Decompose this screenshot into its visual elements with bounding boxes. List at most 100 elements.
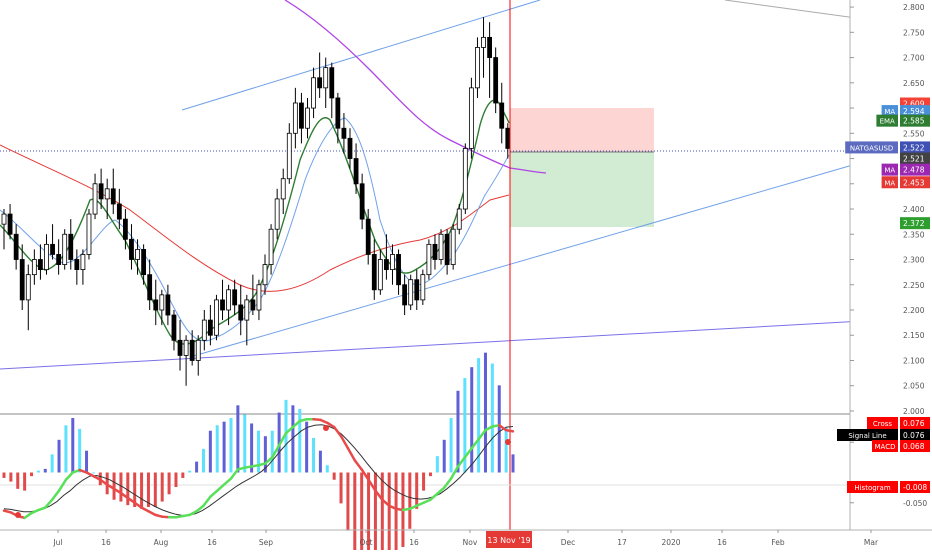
candle[interactable] (353, 143, 359, 194)
candle[interactable] (171, 309, 177, 351)
long-support-line[interactable] (0, 318, 901, 370)
candle[interactable] (280, 168, 286, 215)
candle[interactable] (365, 209, 371, 265)
candle[interactable] (329, 62, 335, 119)
signal-line[interactable] (3, 424, 514, 517)
candle[interactable] (244, 294, 250, 346)
candle[interactable] (7, 203, 13, 240)
candle[interactable] (384, 234, 389, 280)
candle[interactable] (347, 128, 353, 169)
candle[interactable] (292, 87, 298, 149)
candle[interactable] (86, 209, 92, 260)
candle[interactable] (396, 249, 401, 295)
candle[interactable] (74, 249, 80, 285)
candle[interactable] (68, 219, 74, 270)
candle[interactable] (341, 113, 347, 154)
candle[interactable] (262, 254, 268, 295)
candle[interactable] (268, 224, 274, 275)
candle[interactable] (62, 229, 68, 270)
candle[interactable] (98, 168, 104, 210)
candle[interactable] (317, 52, 323, 98)
candle[interactable] (183, 335, 189, 386)
candle[interactable] (1, 209, 7, 250)
candle[interactable] (408, 274, 414, 310)
candle[interactable] (414, 269, 420, 310)
candle[interactable] (44, 234, 49, 275)
candle[interactable] (159, 289, 165, 326)
candle[interactable] (499, 82, 505, 144)
candle[interactable] (123, 209, 128, 250)
candle[interactable] (56, 239, 62, 275)
candle[interactable] (493, 47, 499, 114)
candle[interactable] (214, 294, 219, 341)
candle[interactable] (335, 92, 341, 144)
target-zone[interactable] (510, 152, 654, 227)
candle[interactable] (450, 224, 456, 270)
candle[interactable] (147, 259, 153, 310)
candle[interactable] (432, 234, 438, 270)
candle[interactable] (456, 203, 462, 235)
candle[interactable] (426, 239, 432, 280)
upper-channel-line[interactable] (181, 0, 541, 111)
candle[interactable] (153, 279, 159, 326)
candle[interactable] (232, 279, 238, 316)
candle[interactable] (359, 173, 365, 230)
time-axis[interactable]: Jul 16 Aug 16 Sep Oct 16 Nov Dec 17 2020 16 Feb Mar 1… (0, 529, 932, 548)
macd-pane[interactable] (0, 352, 850, 554)
candle[interactable] (468, 77, 474, 159)
candle[interactable] (487, 22, 493, 98)
candle[interactable] (50, 224, 55, 260)
candle[interactable] (31, 249, 37, 285)
lower-channel-line[interactable] (189, 159, 871, 358)
macd-line[interactable] (2, 417, 515, 520)
candle[interactable] (92, 173, 98, 220)
long-position-tool[interactable] (510, 108, 654, 227)
candle[interactable] (256, 279, 262, 321)
candle[interactable] (135, 239, 140, 275)
price-pane[interactable] (0, 0, 901, 530)
candle[interactable] (475, 37, 480, 98)
candle[interactable] (177, 320, 183, 371)
candle[interactable] (402, 274, 408, 316)
candle[interactable] (481, 17, 486, 78)
ma-purple-line[interactable] (284, 0, 547, 174)
candle[interactable] (420, 269, 426, 305)
candle[interactable] (323, 57, 329, 109)
candle[interactable] (201, 309, 207, 351)
price-axis[interactable]: 2.8002.7502.7002.6502.6002.5502.5002.450… (837, 0, 932, 530)
candle[interactable] (390, 244, 395, 285)
candle[interactable] (110, 168, 116, 215)
candle[interactable] (195, 335, 201, 376)
candle[interactable] (141, 244, 147, 285)
candle[interactable] (274, 188, 280, 240)
candles[interactable] (1, 17, 511, 386)
candle[interactable] (165, 284, 171, 326)
candle[interactable] (189, 330, 195, 366)
candle[interactable] (299, 92, 304, 144)
candle[interactable] (238, 284, 244, 336)
svg-text:MA: MA (884, 108, 895, 116)
candle[interactable] (207, 304, 213, 346)
candle[interactable] (38, 244, 43, 280)
candle[interactable] (311, 67, 316, 119)
candle[interactable] (220, 279, 225, 321)
stop-zone[interactable] (510, 108, 654, 152)
candle[interactable] (116, 188, 122, 230)
candle[interactable] (25, 264, 31, 331)
candle[interactable] (438, 229, 444, 265)
candle[interactable] (13, 224, 19, 270)
candle[interactable] (250, 274, 256, 316)
candle[interactable] (444, 229, 450, 275)
candle[interactable] (129, 224, 134, 270)
candle[interactable] (104, 178, 110, 220)
candle[interactable] (226, 284, 231, 326)
candle[interactable] (19, 244, 25, 310)
candle[interactable] (462, 143, 468, 215)
candle[interactable] (371, 239, 377, 300)
candle[interactable] (286, 123, 292, 184)
candle[interactable] (80, 249, 86, 285)
candle[interactable] (305, 97, 310, 139)
candle[interactable] (377, 249, 383, 295)
